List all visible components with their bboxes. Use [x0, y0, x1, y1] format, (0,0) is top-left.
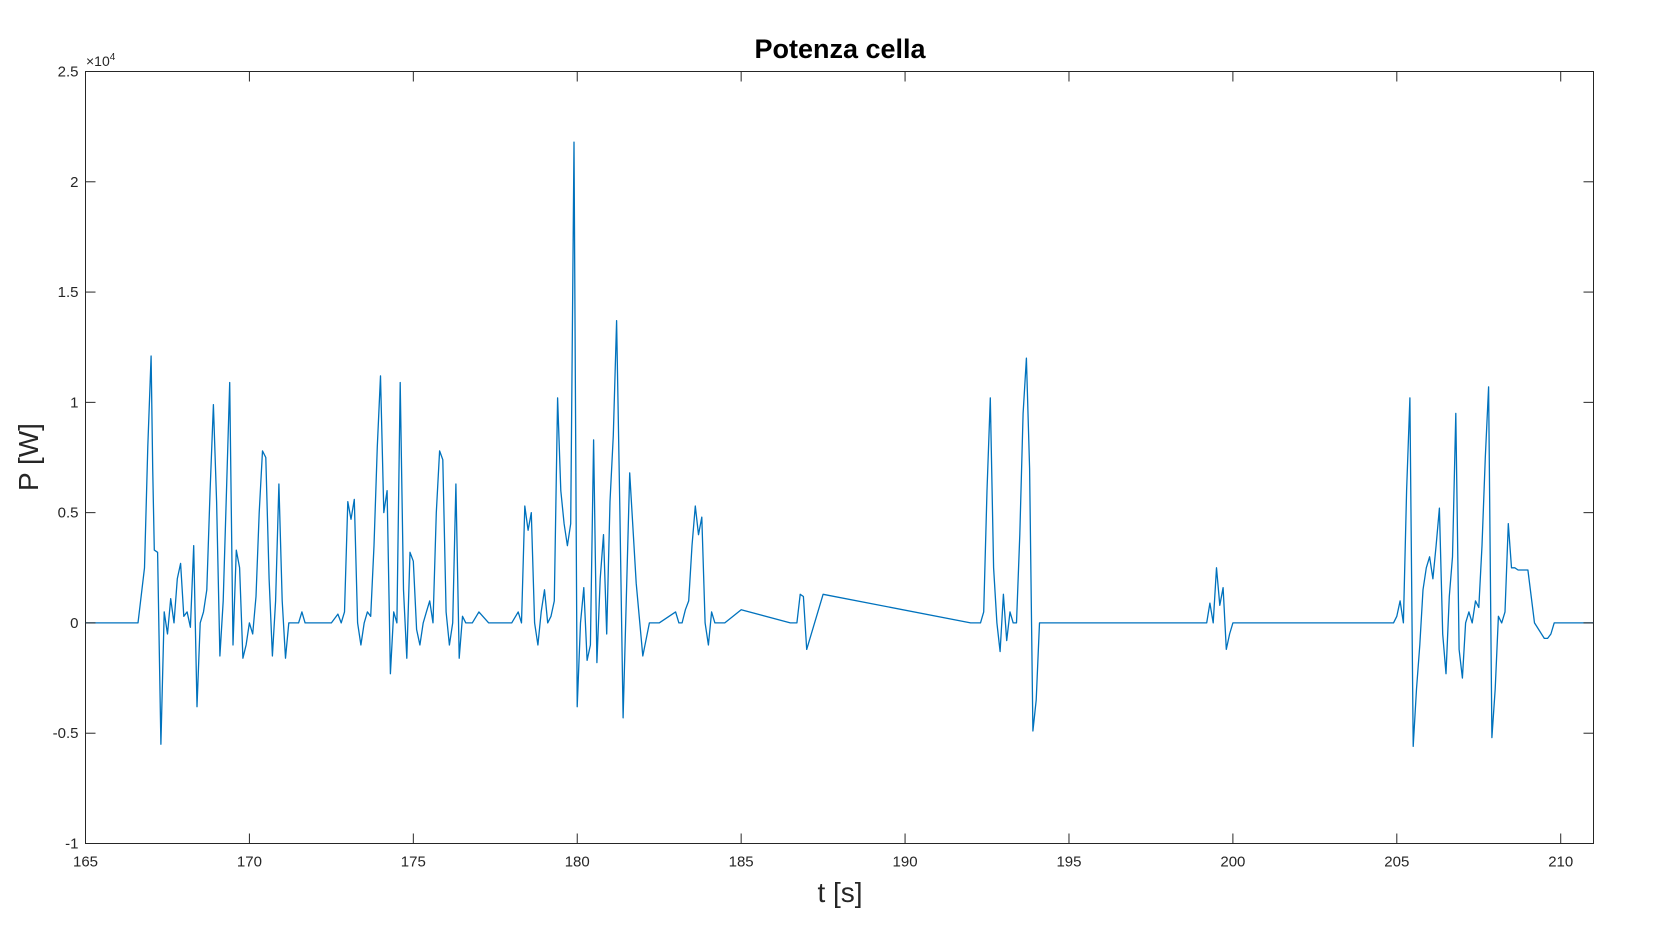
- y-axis-label: P [W]: [13, 423, 44, 491]
- y-tick-label: 2: [70, 174, 78, 191]
- axes-box: [85, 71, 1594, 844]
- y-tick-label: 0: [70, 615, 78, 632]
- series-line: [85, 141, 1594, 748]
- y-tick-label: -1: [65, 836, 78, 853]
- y-tick-label: 2.5: [58, 64, 79, 81]
- x-axis-label: t [s]: [817, 877, 862, 908]
- x-tick-label: 190: [893, 854, 918, 871]
- ticks-layer: 165 170 175 180 185 190 195 200 205 210 -1 -0.5 0 0.5…: [53, 64, 1594, 871]
- y-tick-label: 1.5: [58, 284, 79, 301]
- chart-title: Potenza cella: [754, 34, 926, 64]
- y-tick-label: 1: [70, 394, 78, 411]
- y-exponent-base: ×10: [86, 53, 110, 69]
- x-tick-label: 175: [401, 854, 426, 871]
- x-tick-label: 200: [1220, 854, 1245, 871]
- y-exponent-power: 4: [110, 52, 116, 63]
- y-exponent-label: ×104: [86, 52, 116, 69]
- x-tick-label: 185: [729, 854, 754, 871]
- y-tick-label: 0.5: [58, 505, 79, 522]
- x-tick-label: 195: [1056, 854, 1081, 871]
- x-tick-label: 165: [73, 854, 98, 871]
- x-tick-label: 210: [1548, 854, 1573, 871]
- x-tick-label: 170: [237, 854, 262, 871]
- x-tick-label: 180: [565, 854, 590, 871]
- y-tick-label: -0.5: [53, 725, 79, 742]
- x-tick-label: 205: [1384, 854, 1409, 871]
- line-layer: [85, 141, 1594, 748]
- plot-area: [85, 71, 1594, 844]
